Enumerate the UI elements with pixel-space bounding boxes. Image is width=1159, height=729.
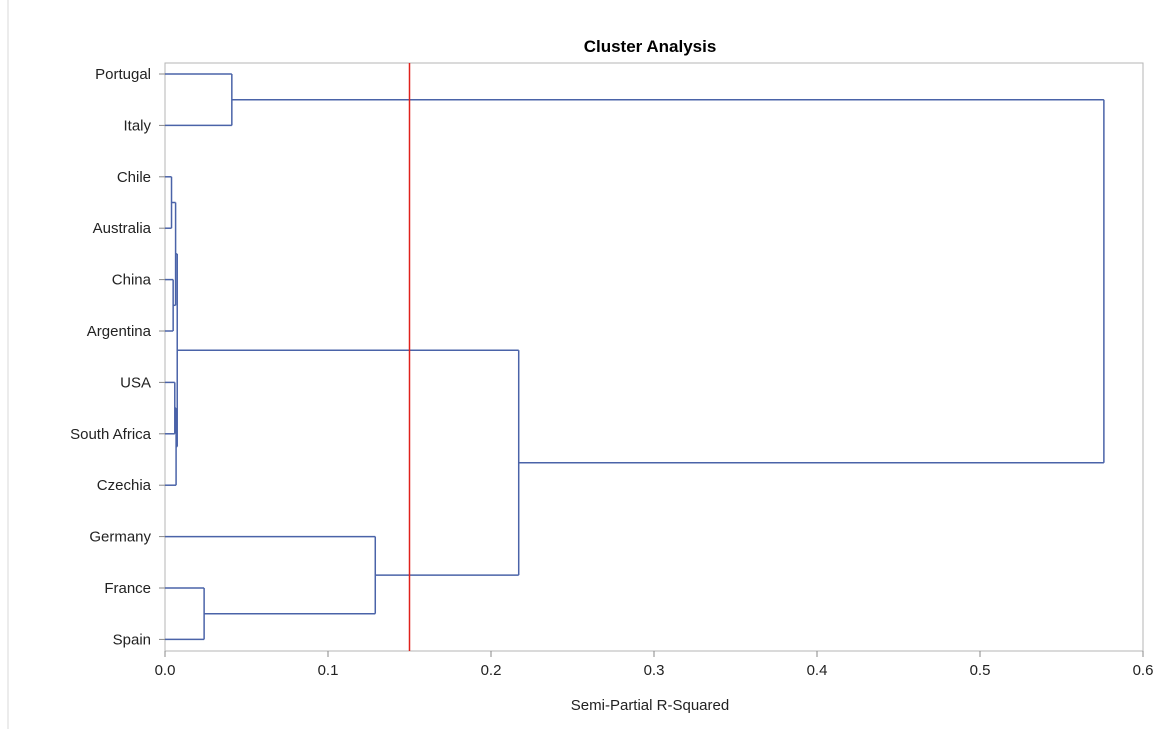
merge-link xyxy=(165,176,173,229)
dendrogram-links xyxy=(165,73,1105,641)
leaf-label-south-africa: South Africa xyxy=(70,426,152,443)
merge-link xyxy=(177,349,520,576)
x-tick-label: 0.6 xyxy=(1133,662,1154,679)
leaf-label-usa: USA xyxy=(120,374,151,391)
x-tick-label: 0.1 xyxy=(318,662,339,679)
leaf-label-italy: Italy xyxy=(123,117,151,134)
merge-link xyxy=(165,278,174,332)
x-tick-label: 0.4 xyxy=(807,662,828,679)
y-axis-leaf-labels: Portugal Italy Chile Australia China Argentin… xyxy=(70,66,165,648)
x-axis-title: Semi-Partial R-Squared xyxy=(571,697,729,714)
leaf-label-australia: Australia xyxy=(93,220,152,237)
merge-link xyxy=(165,535,377,615)
x-axis-ticks: 0.0 0.1 0.2 0.3 0.4 0.5 0.6 xyxy=(155,651,1154,679)
merge-link xyxy=(165,381,176,435)
leaf-label-china: China xyxy=(112,272,152,289)
leaf-label-germany: Germany xyxy=(89,529,151,546)
leaf-label-spain: Spain xyxy=(113,631,151,648)
x-tick-label: 0.3 xyxy=(644,662,665,679)
merge-link xyxy=(165,587,205,641)
leaf-label-czechia: Czechia xyxy=(97,477,152,494)
x-tick-label: 0.5 xyxy=(970,662,991,679)
x-tick-label: 0.0 xyxy=(155,662,176,679)
leaf-label-argentina: Argentina xyxy=(87,323,152,340)
leaf-label-portugal: Portugal xyxy=(95,66,151,83)
plot-frame xyxy=(164,62,1144,652)
x-tick-label: 0.2 xyxy=(481,662,502,679)
merge-link xyxy=(165,73,233,127)
merge-link xyxy=(231,98,1105,464)
leaf-label-chile: Chile xyxy=(117,169,151,186)
leaf-label-france: France xyxy=(104,580,151,597)
chart-title: Cluster Analysis xyxy=(584,37,717,56)
